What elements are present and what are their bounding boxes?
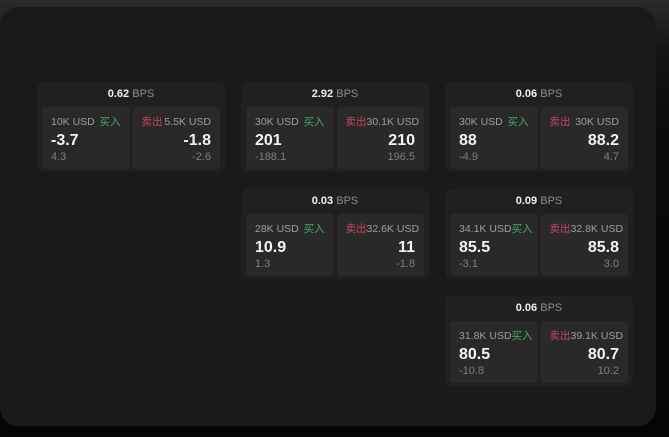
sell-amount: 30.1K USD <box>366 116 420 128</box>
bps-header: 2.92 BPS <box>246 82 424 107</box>
sell-price: 80.7 <box>587 345 619 363</box>
sell-amount: 5.5K USD <box>164 116 211 128</box>
sell-amount: 32.6K USD <box>366 223 420 235</box>
buy-price: 85.5 <box>459 238 491 256</box>
buy-price: 10.9 <box>255 238 287 256</box>
sell-panel[interactable]: 卖出 5.5K USD -1.8 -2.6 <box>132 107 220 169</box>
bps-header: 0.06 BPS <box>450 296 628 321</box>
sell-amount: 32.8K USD <box>570 223 624 235</box>
sell-panel[interactable]: 卖出 30.1K USD 210 196.5 <box>336 107 424 169</box>
bps-header: 0.06 BPS <box>450 82 628 107</box>
buy-tag: 买入 <box>511 223 533 235</box>
sell-tag: 卖出 <box>141 116 163 128</box>
buy-tag: 买入 <box>303 223 325 235</box>
buy-amount: 31.8K USD <box>459 330 512 342</box>
sell-delta: -2.6 <box>192 151 211 163</box>
bps-value: 0.06 <box>515 88 538 100</box>
sell-price: 11 <box>398 238 415 256</box>
sell-panel[interactable]: 卖出 30K USD 88.2 4.7 <box>540 107 628 169</box>
sell-tag: 卖出 <box>549 223 571 235</box>
bps-unit: BPS <box>540 195 563 207</box>
buy-delta: -10.8 <box>459 365 485 377</box>
sell-delta: 10.2 <box>597 365 619 377</box>
buy-tag: 买入 <box>303 116 325 128</box>
sell-amount: 30K USD <box>575 116 619 128</box>
bps-unit: BPS <box>336 195 359 207</box>
sell-tag: 卖出 <box>549 330 571 342</box>
sell-delta: 3.0 <box>603 258 619 270</box>
bps-header: 0.09 BPS <box>450 189 628 214</box>
app-window: 0.62 BPS 10K USD 买入 -3.7 4.3 卖出 5.5K US <box>0 7 656 426</box>
bps-unit: BPS <box>336 88 359 100</box>
buy-price: 88 <box>459 131 477 149</box>
buy-panel[interactable]: 34.1K USD 买入 85.5 -3.1 <box>450 214 538 276</box>
buy-panel[interactable]: 30K USD 买入 201 -188.1 <box>246 107 334 169</box>
quote-card[interactable]: 2.92 BPS 30K USD 买入 201 -188.1 卖出 30.1K <box>241 82 429 172</box>
buy-delta: -3.1 <box>459 258 478 270</box>
buy-panel[interactable]: 10K USD 买入 -3.7 4.3 <box>42 107 130 169</box>
sell-delta: 196.5 <box>387 151 415 163</box>
bps-value: 0.09 <box>515 195 538 207</box>
buy-panel[interactable]: 31.8K USD 买入 80.5 -10.8 <box>450 321 538 383</box>
buy-tag: 买入 <box>511 330 533 342</box>
buy-delta: -4.9 <box>459 151 478 163</box>
bps-value: 0.03 <box>311 195 334 207</box>
buy-price: 201 <box>255 131 282 149</box>
buy-price: 80.5 <box>459 345 491 363</box>
buy-delta: 4.3 <box>51 151 67 163</box>
buy-amount: 30K USD <box>255 116 299 128</box>
bps-value: 0.06 <box>515 302 538 314</box>
sell-tag: 卖出 <box>345 223 367 235</box>
bps-value: 2.92 <box>311 88 334 100</box>
buy-price: -3.7 <box>51 131 79 149</box>
buy-amount: 34.1K USD <box>459 223 512 235</box>
sell-price: 210 <box>388 131 415 149</box>
sell-price: 85.8 <box>587 238 619 256</box>
bps-value: 0.62 <box>107 88 130 100</box>
quote-card[interactable]: 0.06 BPS 30K USD 买入 88 -4.9 卖出 30K USD <box>445 82 633 172</box>
buy-panel[interactable]: 28K USD 买入 10.9 1.3 <box>246 214 334 276</box>
sell-tag: 卖出 <box>345 116 367 128</box>
quote-card[interactable]: 0.62 BPS 10K USD 买入 -3.7 4.3 卖出 5.5K US <box>37 82 225 172</box>
sell-delta: -1.8 <box>396 258 415 270</box>
buy-panel[interactable]: 30K USD 买入 88 -4.9 <box>450 107 538 169</box>
sell-panel[interactable]: 卖出 32.8K USD 85.8 3.0 <box>540 214 628 276</box>
quote-card[interactable]: 0.06 BPS 31.8K USD 买入 80.5 -10.8 卖出 39. <box>445 296 633 386</box>
sell-panel[interactable]: 卖出 32.6K USD 11 -1.8 <box>336 214 424 276</box>
bps-unit: BPS <box>132 88 155 100</box>
bps-header: 0.03 BPS <box>246 189 424 214</box>
bps-unit: BPS <box>540 88 563 100</box>
quote-card[interactable]: 0.03 BPS 28K USD 买入 10.9 1.3 卖出 32.6K U <box>241 189 429 279</box>
sell-price: -1.8 <box>183 131 211 149</box>
buy-delta: 1.3 <box>255 258 271 270</box>
bps-unit: BPS <box>540 302 563 314</box>
buy-amount: 10K USD <box>51 116 95 128</box>
sell-panel[interactable]: 卖出 39.1K USD 80.7 10.2 <box>540 321 628 383</box>
sell-amount: 39.1K USD <box>570 330 624 342</box>
buy-tag: 买入 <box>99 116 121 128</box>
sell-tag: 卖出 <box>549 116 571 128</box>
quote-card[interactable]: 0.09 BPS 34.1K USD 买入 85.5 -3.1 卖出 32.8 <box>445 189 633 279</box>
bps-header: 0.62 BPS <box>42 82 220 107</box>
sell-delta: 4.7 <box>603 151 619 163</box>
buy-delta: -188.1 <box>255 151 287 163</box>
buy-amount: 30K USD <box>459 116 503 128</box>
sell-price: 88.2 <box>587 131 619 149</box>
quote-card-grid: 0.62 BPS 10K USD 买入 -3.7 4.3 卖出 5.5K US <box>37 82 633 386</box>
buy-amount: 28K USD <box>255 223 299 235</box>
buy-tag: 买入 <box>507 116 529 128</box>
